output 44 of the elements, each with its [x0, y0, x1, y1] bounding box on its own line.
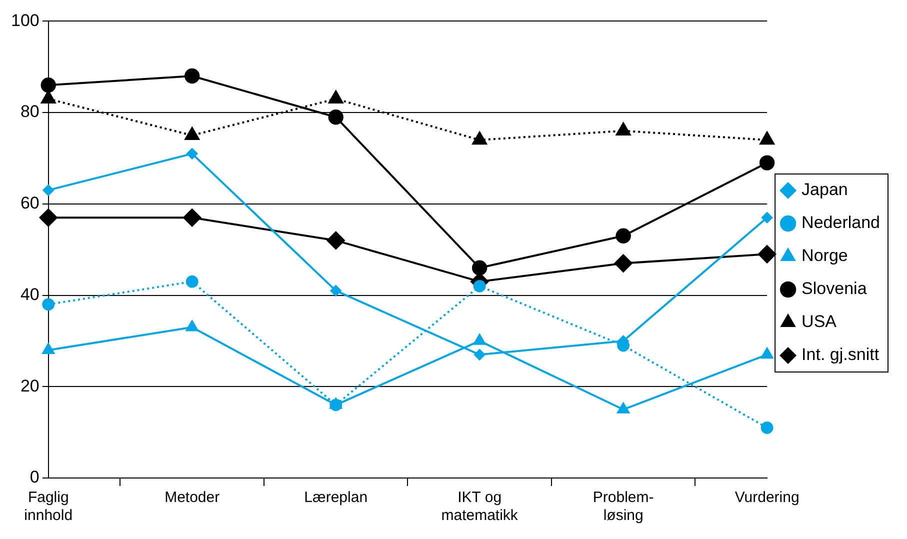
- point: [186, 148, 198, 160]
- point: [184, 68, 200, 84]
- point: [759, 155, 775, 170]
- x-tick-label: IKT og matematikk: [441, 489, 518, 524]
- point: [330, 285, 342, 296]
- point: [186, 320, 198, 332]
- point: [328, 110, 344, 125]
- point: [614, 254, 632, 272]
- point: [473, 280, 486, 292]
- point: [760, 348, 774, 359]
- point: [474, 349, 486, 360]
- legend-label: Nederland: [802, 213, 880, 232]
- point: [762, 212, 773, 224]
- y-tick-label: 60: [20, 194, 40, 213]
- point: [473, 334, 486, 345]
- point: [42, 184, 54, 196]
- y-tick-label: 20: [20, 376, 40, 396]
- point: [42, 298, 55, 311]
- y-tick-label: 0: [30, 468, 40, 487]
- point: [39, 208, 58, 227]
- legend-label: Int. gj.snitt: [802, 345, 880, 364]
- legend-label: Slovenia: [802, 279, 868, 298]
- y-tick-label: 100: [10, 10, 40, 30]
- point: [760, 422, 774, 434]
- point: [616, 228, 631, 244]
- point: [330, 398, 342, 412]
- x-tick-label: Læreplan: [304, 489, 368, 506]
- legend-label: Japan: [802, 180, 848, 200]
- point: [617, 402, 630, 414]
- point: [472, 260, 488, 276]
- x-tick-label: Faglig innhold: [24, 489, 73, 524]
- x-tick-label: Vurdering: [734, 489, 800, 506]
- x-tick-label: Metoder: [164, 489, 220, 506]
- point: [42, 343, 54, 354]
- point: [758, 245, 776, 264]
- point: [186, 275, 198, 288]
- y-tick-label: 80: [20, 102, 40, 122]
- point: [40, 78, 56, 93]
- point: [326, 231, 345, 250]
- legend-label: Norge: [802, 246, 848, 266]
- point: [183, 208, 202, 227]
- y-tick-label: 40: [20, 284, 40, 304]
- x-tick-label: Problem-løsing: [592, 489, 654, 524]
- legend-label: USA: [802, 312, 838, 332]
